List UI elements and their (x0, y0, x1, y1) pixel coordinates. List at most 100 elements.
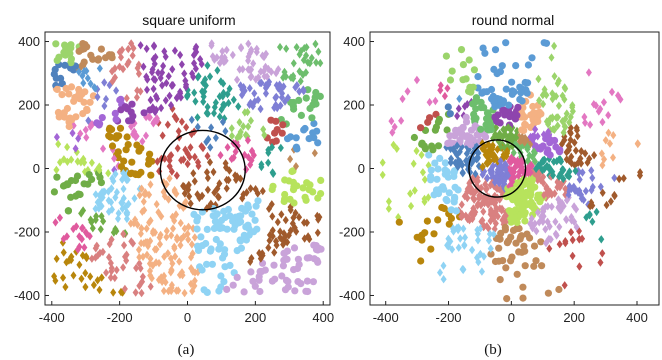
scatter-point (498, 206, 505, 215)
scatter-point (496, 95, 504, 103)
scatter-point (111, 109, 119, 117)
scatter-point (556, 148, 564, 156)
scatter-point (81, 158, 88, 167)
scatter-point (204, 102, 211, 112)
scatter-point (172, 252, 179, 261)
scatter-point (224, 90, 231, 99)
scatter-point (77, 129, 84, 138)
x-tick-label: 200 (563, 310, 585, 325)
scatter-point (539, 165, 546, 175)
scatter-point (233, 273, 241, 281)
scatter-point (190, 72, 197, 82)
scatter-point (57, 158, 63, 167)
scatter-point (599, 249, 606, 258)
scatter-point (124, 141, 132, 149)
scatter-point (316, 92, 324, 100)
scatter-point (595, 107, 602, 116)
scatter-point (487, 181, 494, 190)
scatter-point (526, 199, 534, 207)
scatter-point (471, 210, 478, 219)
scatter-point (515, 224, 523, 233)
scatter-point (388, 116, 395, 126)
scatter-point (178, 117, 185, 126)
scatter-point (487, 143, 494, 153)
scatter-point (220, 278, 228, 286)
scatter-point (124, 60, 131, 69)
scatter-point (516, 235, 524, 243)
scatter-point (521, 209, 529, 217)
scatter-point (463, 149, 470, 158)
scatter-point (103, 268, 110, 277)
y-tick-label: -400 (339, 288, 365, 303)
scatter-point (296, 67, 303, 76)
scatter-point (502, 159, 509, 169)
scatter-point (134, 220, 141, 229)
scatter-point (109, 174, 116, 183)
scatter-point (252, 185, 259, 194)
scatter-point (160, 286, 167, 296)
scatter-point (496, 276, 504, 284)
scatter-point (153, 116, 160, 126)
scatter-point (496, 235, 504, 243)
scatter-point (211, 103, 218, 112)
scatter-point (140, 109, 148, 117)
scatter-point (152, 75, 159, 85)
scatter-point (156, 233, 163, 242)
scatter-point (598, 235, 605, 244)
scatter-point (108, 54, 116, 62)
scatter-point (272, 137, 280, 145)
scatter-point (528, 160, 535, 170)
scatter-point (565, 190, 572, 200)
scatter-point (262, 49, 269, 59)
scatter-point (246, 84, 253, 93)
scatter-point (198, 242, 206, 250)
scatter-point (282, 72, 289, 81)
scatter-point (426, 98, 433, 107)
scatter-point (419, 168, 426, 177)
scatter-point (198, 142, 205, 151)
scatter-point (140, 252, 147, 261)
scatter-point (459, 160, 466, 170)
scatter-point (191, 88, 198, 97)
scatter-point (269, 226, 276, 235)
scatter-point (252, 202, 260, 210)
scatter-point (457, 234, 464, 243)
scatter-point (138, 184, 145, 193)
scatter-point (260, 67, 267, 76)
scatter-point (203, 204, 210, 213)
scatter-point (563, 109, 570, 118)
scatter-point (308, 114, 316, 122)
scatter-point (523, 89, 531, 97)
scatter-point (191, 177, 198, 186)
scatter-point (258, 160, 265, 169)
scatter-point (514, 156, 521, 165)
scatter-point (478, 267, 485, 276)
scatter-point (100, 144, 107, 153)
scatter-point (177, 50, 184, 60)
scatter-point (573, 123, 580, 133)
scatter-point (128, 100, 136, 108)
scatter-point (131, 194, 138, 203)
scatter-point (95, 204, 102, 213)
scatter-point (247, 116, 254, 125)
scatter-point (446, 76, 455, 84)
scatter-point (501, 108, 509, 116)
scatter-point (537, 238, 545, 246)
scatter-point (189, 249, 196, 258)
scatter-point (510, 148, 517, 157)
scatter-point (610, 153, 616, 162)
scatter-point (163, 180, 170, 189)
scatter-point (267, 116, 275, 124)
scatter-point (173, 210, 179, 219)
scatter-point (50, 188, 59, 196)
scatter-point (120, 64, 127, 74)
scatter-point (444, 84, 451, 93)
scatter-point (493, 184, 500, 193)
scatter-point (536, 198, 544, 206)
scatter-point (174, 144, 181, 153)
scatter-point (194, 158, 201, 167)
scatter-point (593, 207, 600, 217)
scatter-point (163, 78, 170, 88)
scatter-point (515, 171, 522, 180)
scatter-point (125, 44, 132, 54)
